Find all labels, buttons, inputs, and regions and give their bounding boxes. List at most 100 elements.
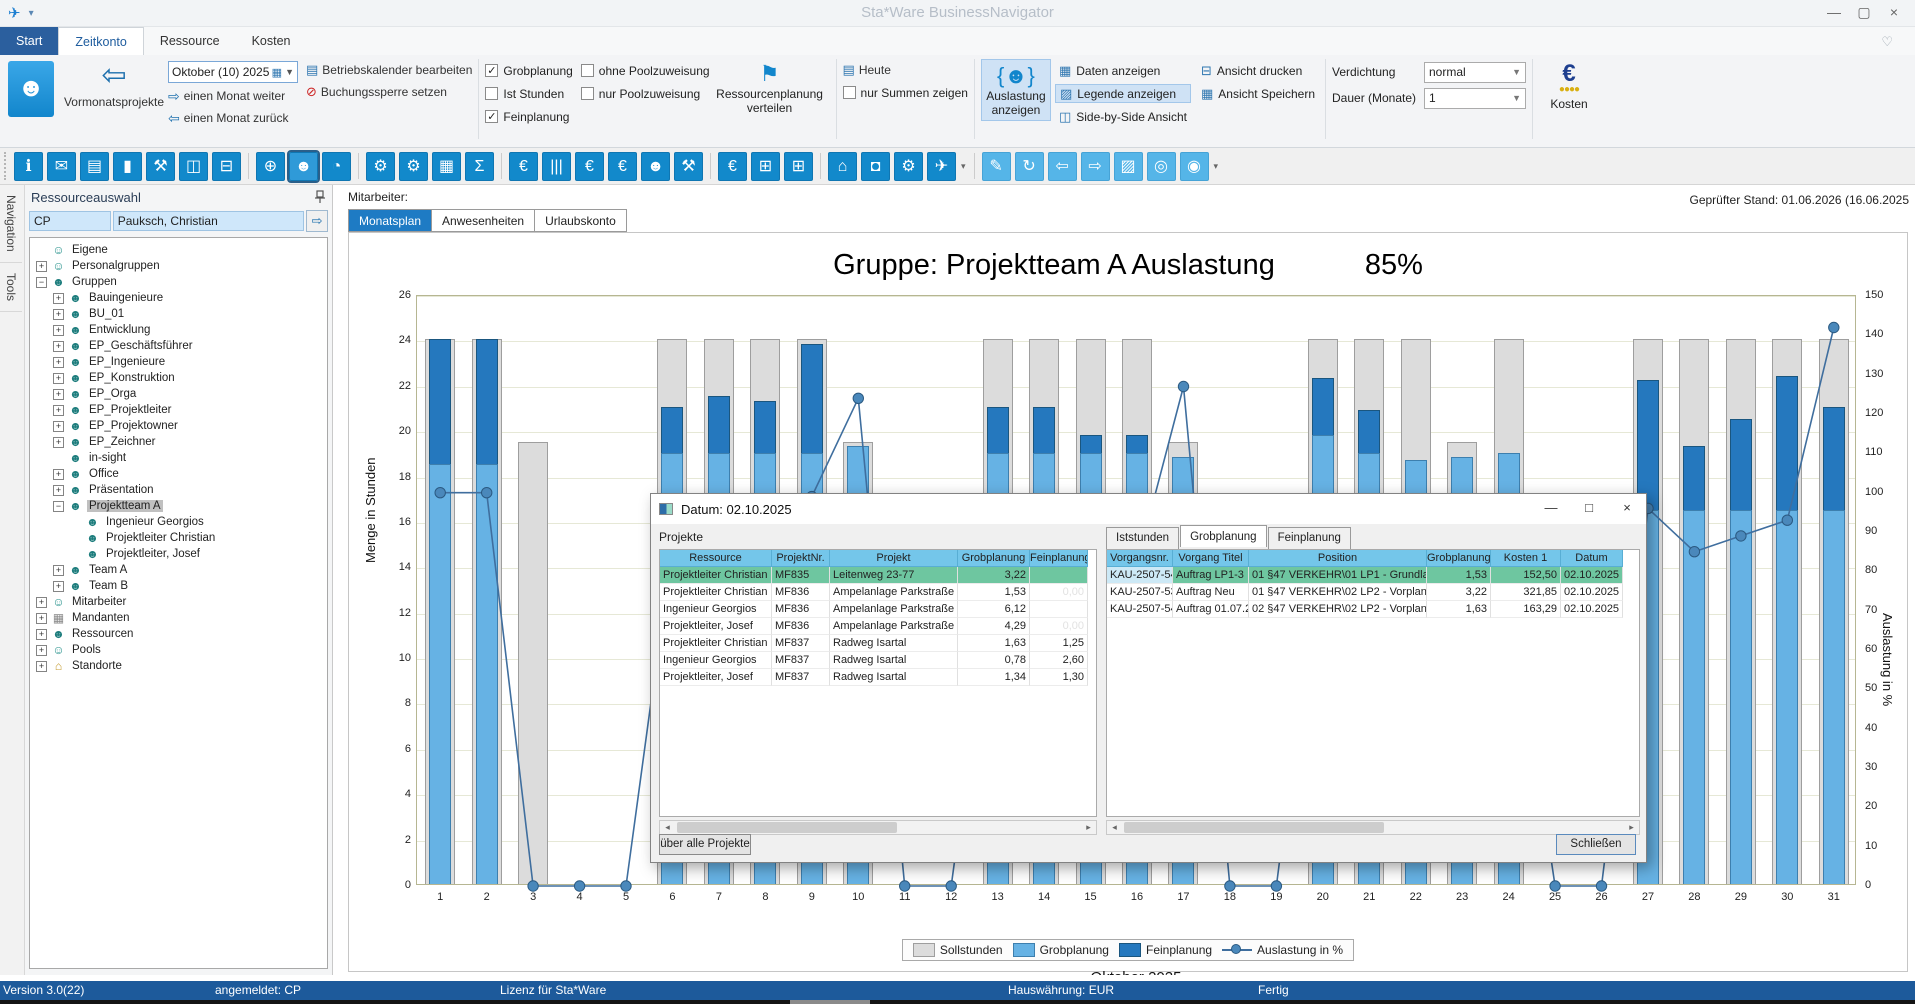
tab-kosten[interactable]: Kosten: [251, 34, 291, 48]
tree-expand-icon[interactable]: +: [53, 564, 64, 576]
tree-expand-icon[interactable]: −: [53, 500, 64, 512]
legende-anzeigen-button[interactable]: ▨ Legende anzeigen: [1054, 84, 1191, 103]
tree-expand-icon[interactable]: −: [36, 276, 47, 288]
sollstunden-bar[interactable]: [518, 441, 549, 884]
tree-expand-icon[interactable]: +: [36, 612, 47, 624]
auslastung-marker[interactable]: [1224, 880, 1236, 892]
grobplanung-bar[interactable]: [475, 464, 498, 884]
scroll-left-icon[interactable]: ◂: [1112, 822, 1117, 832]
column-header[interactable]: Grobplanung: [1427, 550, 1491, 567]
shopping-cart-icon[interactable]: ⊞: [751, 151, 780, 181]
table-row[interactable]: Projektleiter Christian MF835 Leitenweg 23…: [660, 567, 1096, 584]
column-header[interactable]: Vorgangsnr.: [1107, 550, 1173, 567]
settings-gears-icon[interactable]: ⚙: [894, 151, 923, 181]
feinplanung-bar[interactable]: [1729, 418, 1752, 510]
filter-go-button[interactable]: ⇨: [306, 210, 328, 232]
tree-item-projektteam-a[interactable]: − ☻ Projektteam A: [30, 498, 327, 514]
ueber-alle-projekte-button[interactable]: über alle Projekte: [659, 834, 751, 855]
auslastung-marker[interactable]: [945, 880, 957, 892]
dialog-titlebar[interactable]: Datum: 02.10.2025 — □ ×: [651, 494, 1646, 524]
power-icon-caret[interactable]: ▾: [1213, 160, 1219, 171]
tree-expand-icon[interactable]: +: [53, 292, 64, 304]
grobplanung-bar[interactable]: [1822, 509, 1845, 884]
travel-service-icon[interactable]: ✈: [927, 151, 956, 181]
auslastung-marker[interactable]: [852, 392, 864, 405]
print-document-icon[interactable]: ⊟: [212, 151, 241, 181]
tree-expand-icon[interactable]: +: [53, 324, 64, 336]
table-row[interactable]: KAU-2507-54 Auftrag LP1-3 01 §47 VERKEHR\0…: [1107, 567, 1639, 584]
tree-item-ep-konstruktion[interactable]: + ☻ EP_Konstruktion: [30, 370, 327, 386]
auslastung-marker[interactable]: [899, 880, 911, 892]
tab-grobplanung[interactable]: Grobplanung: [1180, 525, 1267, 547]
euro-transfer-icon[interactable]: €: [509, 151, 538, 181]
feinplanung-bar[interactable]: [1822, 407, 1845, 510]
navigate-forward-icon[interactable]: ⇨: [1080, 151, 1110, 181]
person-service-icon[interactable]: ⚒: [674, 151, 703, 181]
checkbox-ist-stunden[interactable]: Ist Stunden: [485, 84, 572, 103]
auslastung-marker[interactable]: [481, 487, 493, 499]
feinplanung-bar[interactable]: [1311, 377, 1334, 435]
checkbox-ohne-poolzuweisung[interactable]: ohne Poolzuweisung: [580, 61, 710, 80]
tree-item-projektleiter-christian[interactable]: ☻ Projektleiter Christian: [30, 530, 327, 546]
image-view-icon[interactable]: ▨: [1113, 151, 1143, 181]
grobplanung-bar[interactable]: [1776, 509, 1799, 884]
person-time-app-icon[interactable]: ☻: [8, 61, 54, 117]
dauer-select[interactable]: 1 ▼: [1424, 87, 1526, 109]
calendar-icon[interactable]: ▤: [80, 151, 109, 181]
feinplanung-bar[interactable]: [986, 407, 1009, 453]
column-header[interactable]: Vorgang Titel: [1173, 550, 1249, 567]
vormonatsprojekte-button[interactable]: ⇦ Vormonatsprojekte: [60, 59, 168, 109]
time-chart-icon[interactable]: ◔: [322, 151, 351, 181]
scroll-right-icon[interactable]: ▸: [1629, 822, 1634, 832]
navigate-back-icon[interactable]: ⇦: [1047, 151, 1077, 181]
euro-alert-icon[interactable]: €: [608, 151, 637, 181]
qat-dropdown-icon[interactable]: ▾: [28, 7, 34, 19]
travel-service-icon-caret[interactable]: ▾: [961, 160, 966, 171]
month-forward-button[interactable]: ⇨ einen Monat weiter: [168, 87, 286, 104]
horizontal-scrollbar[interactable]: ◂ ▸: [1106, 820, 1640, 835]
tree-item-in-sight[interactable]: ☻ in-sight: [30, 450, 327, 466]
tree-item-office[interactable]: + ☻ Office: [30, 466, 327, 482]
table-row[interactable]: Ingenieur Georgios MF837 Radweg Isartal 0,7…: [660, 652, 1096, 669]
feinplanung-bar[interactable]: [754, 400, 777, 453]
calendar-picker-icon[interactable]: ▦: [271, 66, 283, 79]
binder-icon[interactable]: ▮: [113, 151, 142, 181]
app-logo-icon[interactable]: ✈: [8, 5, 21, 22]
tree-item-projektleiter-josef[interactable]: ☻ Projektleiter, Josef: [30, 546, 327, 562]
ribbon-options-icon[interactable]: ♡: [1881, 34, 1893, 49]
tab-start[interactable]: Start: [0, 27, 59, 55]
feinplanung-bar[interactable]: [1636, 380, 1659, 510]
toolbar-drag-handle[interactable]: [4, 152, 9, 180]
tree-expand-icon[interactable]: +: [53, 404, 64, 416]
ansicht-drucken-button[interactable]: ⊟ Ansicht drucken: [1200, 62, 1303, 78]
auslastung-marker[interactable]: [1688, 546, 1701, 558]
mail-icon[interactable]: ✉: [47, 151, 76, 181]
tree-item-gruppen[interactable]: − ☻ Gruppen: [30, 274, 327, 290]
buchungssperre-button[interactable]: ⊘ Buchungssperre setzen: [306, 84, 447, 99]
tab-monatsplan[interactable]: Monatsplan: [348, 209, 432, 232]
grobplanung-bar[interactable]: [1729, 509, 1752, 884]
tree-expand-icon[interactable]: +: [36, 644, 47, 656]
process-gear-icon[interactable]: ⚙: [366, 151, 395, 181]
tree-expand-icon[interactable]: +: [53, 580, 64, 592]
time-add-icon[interactable]: ⊕: [256, 151, 285, 181]
tree-item-ep-ingenieure[interactable]: + ☻ EP_Ingenieure: [30, 354, 327, 370]
tree-item-bauingenieure[interactable]: + ☻ Bauingenieure: [30, 290, 327, 306]
tree-item-eigene[interactable]: ☺ Eigene: [30, 242, 327, 258]
tree-expand-icon[interactable]: +: [53, 340, 64, 352]
sidebar-tab-tools[interactable]: Tools: [0, 263, 22, 312]
column-header[interactable]: ProjektNr.: [772, 550, 830, 567]
tree-item-ep-gesch-ftsf-hrer[interactable]: + ☻ EP_Geschäftsführer: [30, 338, 327, 354]
kosten-button[interactable]: € ●●●● Kosten: [1539, 61, 1599, 112]
tree-expand-icon[interactable]: +: [36, 628, 47, 640]
filter-code-input[interactable]: CP: [29, 211, 111, 231]
feinplanung-bar[interactable]: [1683, 446, 1706, 510]
tree-item-ep-projektowner[interactable]: + ☻ EP_Projektowner: [30, 418, 327, 434]
verdichtung-select[interactable]: normal ▼: [1424, 61, 1526, 83]
euro-coins-icon[interactable]: €: [575, 151, 604, 181]
feinplanung-bar[interactable]: [800, 343, 823, 453]
euro-return-icon[interactable]: €: [718, 151, 747, 181]
tree-item-mandanten[interactable]: + ▦ Mandanten: [30, 610, 327, 626]
column-header[interactable]: Projekt: [830, 550, 958, 567]
close-button[interactable]: ×: [1889, 4, 1899, 20]
